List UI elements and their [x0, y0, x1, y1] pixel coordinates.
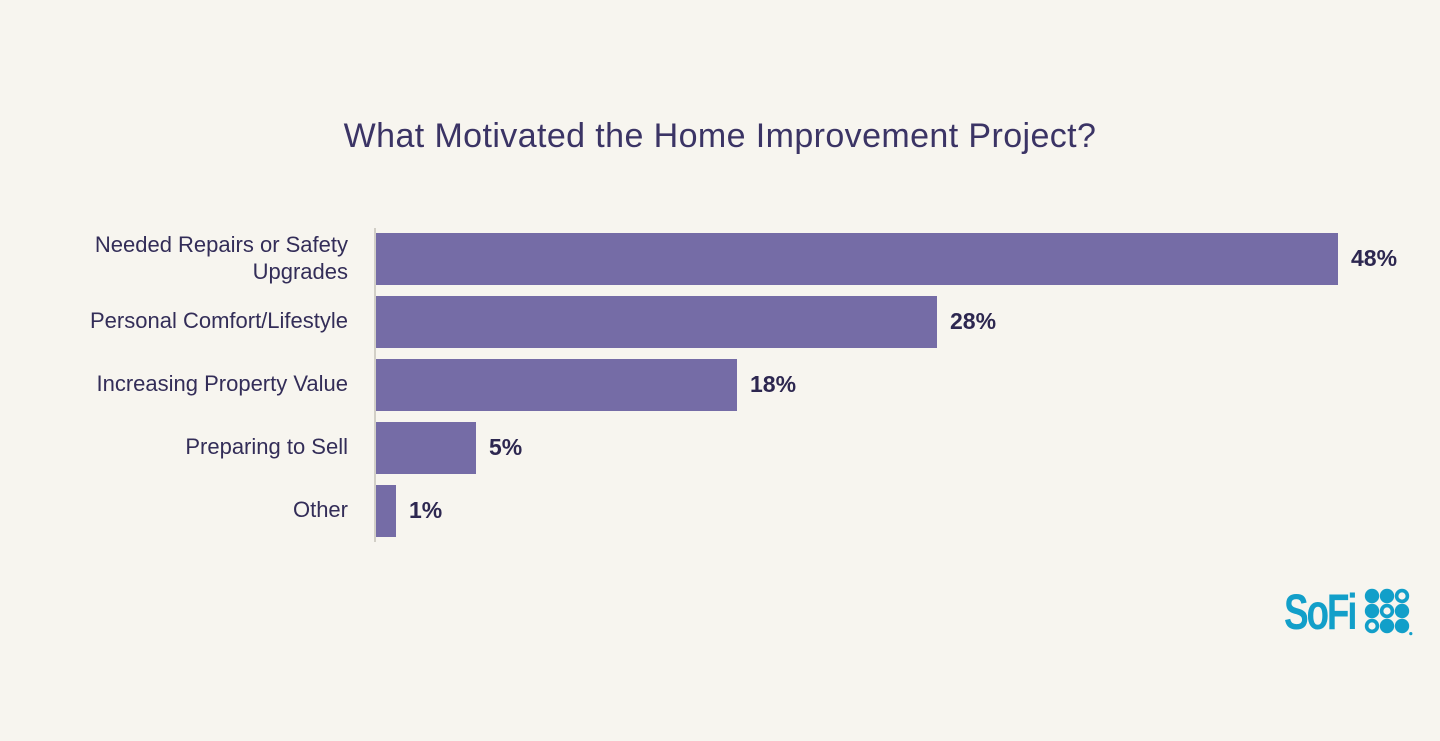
y-axis-line — [374, 227, 376, 542]
sofi-wordmark: SoFi — [1283, 584, 1358, 640]
bar — [376, 232, 1338, 285]
bar-track: 1% — [362, 484, 1440, 537]
bar-row: Needed Repairs or Safety Upgrades 48% — [0, 231, 1440, 285]
bar — [376, 484, 396, 537]
bar-chart: Needed Repairs or Safety Upgrades 48% Pe… — [0, 227, 1440, 542]
bar-category-label: Needed Repairs or Safety Upgrades — [94, 231, 348, 284]
bar-track: 28% — [362, 295, 1440, 348]
bar-row: Other 1% — [0, 484, 1440, 537]
chart-title: What Motivated the Home Improvement Proj… — [343, 117, 1097, 155]
bar-row: Personal Comfort/Lifestyle 28% — [0, 295, 1440, 348]
bar-rows: Needed Repairs or Safety Upgrades 48% Pe… — [0, 231, 1440, 537]
sofi-logo: SoFi — [1259, 584, 1413, 640]
bar-category-label: Other — [292, 497, 348, 523]
bar-category-label: Increasing Property Value — [96, 371, 348, 397]
bar-value-label: 28% — [950, 308, 997, 335]
bar-value-label: 5% — [489, 434, 523, 461]
bar-category-label: Personal Comfort/Lifestyle — [90, 308, 348, 334]
bar-track: 48% — [362, 232, 1440, 285]
sofi-dot-grid-icon — [1364, 588, 1413, 635]
bar-row: Preparing to Sell 5% — [0, 421, 1440, 474]
bar-track: 18% — [362, 358, 1440, 411]
bar-row: Increasing Property Value 18% — [0, 358, 1440, 411]
bar-track: 5% — [362, 421, 1440, 474]
bar — [376, 358, 737, 411]
bar-value-label: 1% — [409, 497, 443, 524]
bar — [376, 421, 476, 474]
bar-value-label: 48% — [1351, 245, 1398, 272]
bar-value-label: 18% — [750, 371, 797, 398]
bar-category-label: Preparing to Sell — [185, 434, 348, 460]
bar — [376, 295, 937, 348]
